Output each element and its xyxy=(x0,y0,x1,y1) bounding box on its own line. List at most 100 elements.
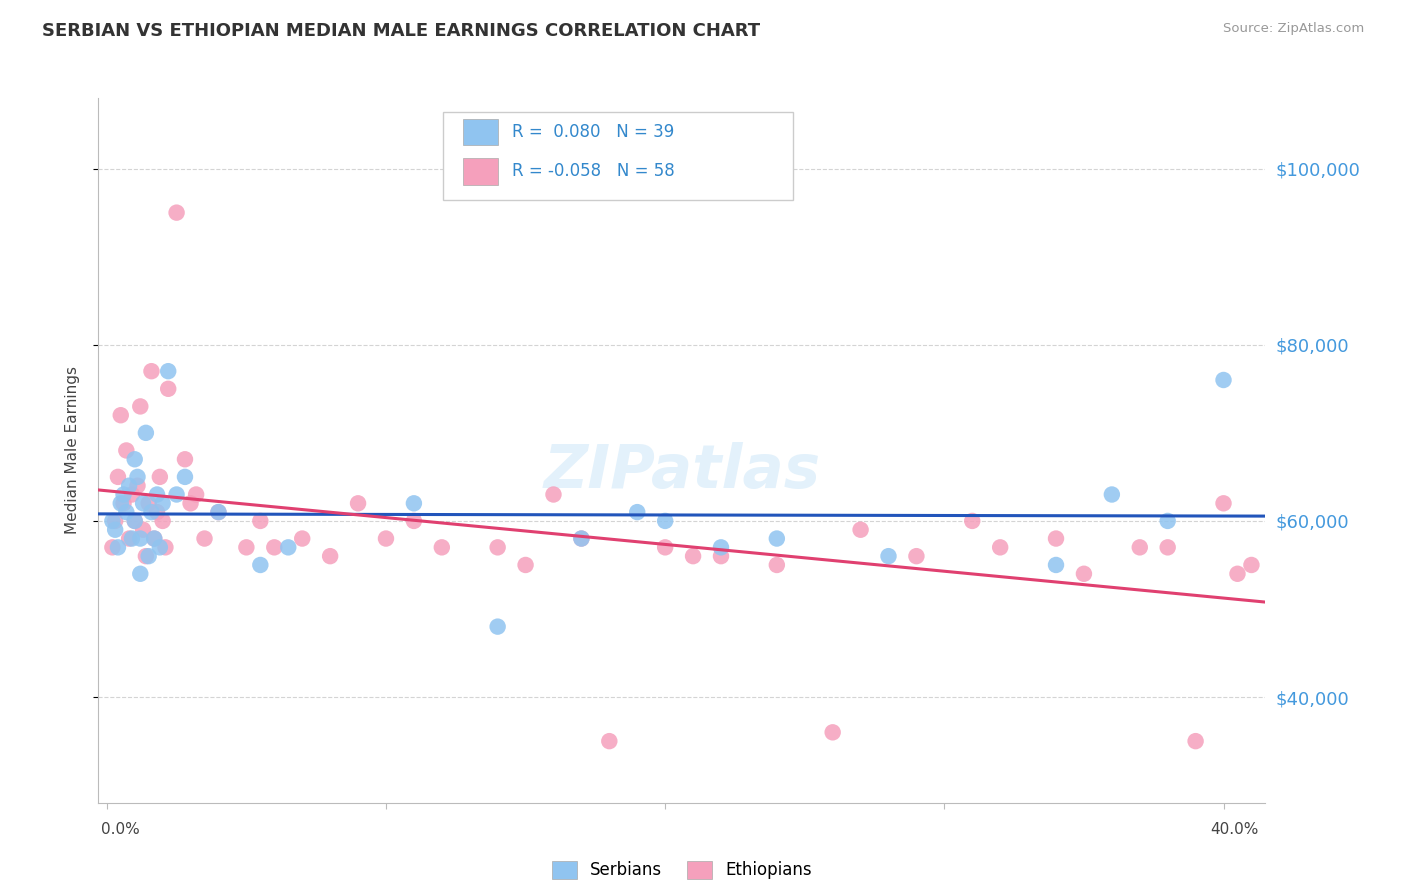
Point xyxy=(430,541,453,555)
Point xyxy=(107,470,129,484)
Point xyxy=(135,425,157,440)
Point xyxy=(1240,558,1263,572)
Point xyxy=(132,523,155,537)
Point xyxy=(184,487,207,501)
Point xyxy=(962,514,984,528)
Point xyxy=(1045,558,1067,572)
Point xyxy=(129,400,152,414)
Point xyxy=(1157,514,1180,528)
Point xyxy=(104,523,127,537)
Point xyxy=(115,443,138,458)
Point xyxy=(127,470,149,484)
Point xyxy=(121,487,143,501)
Point xyxy=(543,487,565,501)
Y-axis label: Median Male Earnings: Median Male Earnings xyxy=(65,367,80,534)
Point xyxy=(1212,496,1234,510)
Point xyxy=(249,514,271,528)
Point xyxy=(124,514,146,528)
Point xyxy=(180,496,202,510)
Point xyxy=(263,541,285,555)
Point xyxy=(104,514,127,528)
Point xyxy=(821,725,844,739)
Point xyxy=(143,532,166,546)
Point xyxy=(115,505,138,519)
Point xyxy=(905,549,928,564)
Bar xyxy=(463,158,498,185)
Point xyxy=(1184,734,1206,748)
Point xyxy=(988,541,1011,555)
Point xyxy=(121,532,143,546)
Point xyxy=(347,496,370,510)
Point xyxy=(129,532,152,546)
Point xyxy=(107,541,129,555)
Point xyxy=(157,382,180,396)
Point xyxy=(110,496,132,510)
Point xyxy=(766,532,789,546)
Point xyxy=(402,496,425,510)
Point xyxy=(654,541,676,555)
Point xyxy=(152,496,174,510)
Point xyxy=(598,734,620,748)
Point xyxy=(877,549,900,564)
FancyBboxPatch shape xyxy=(443,112,793,201)
Legend: Serbians, Ethiopians: Serbians, Ethiopians xyxy=(546,854,818,886)
Point xyxy=(710,541,733,555)
Point xyxy=(1226,566,1249,581)
Point xyxy=(149,470,172,484)
Text: 0.0%: 0.0% xyxy=(101,822,141,837)
Point xyxy=(1212,373,1234,387)
Point xyxy=(132,496,155,510)
Point xyxy=(1045,532,1067,546)
Point xyxy=(118,479,141,493)
Point xyxy=(112,487,135,501)
Point xyxy=(124,452,146,467)
Text: R =  0.080   N = 39: R = 0.080 N = 39 xyxy=(512,123,673,141)
Point xyxy=(101,514,124,528)
Text: R = -0.058   N = 58: R = -0.058 N = 58 xyxy=(512,162,675,180)
Point xyxy=(174,470,197,484)
Point xyxy=(193,532,215,546)
Point xyxy=(166,487,188,501)
Bar xyxy=(463,119,498,145)
Point xyxy=(710,549,733,564)
Point xyxy=(849,523,872,537)
Point xyxy=(166,205,188,219)
Point xyxy=(157,364,180,378)
Point xyxy=(207,505,229,519)
Point xyxy=(486,620,509,634)
Point xyxy=(571,532,593,546)
Point xyxy=(112,496,135,510)
Point xyxy=(319,549,342,564)
Point xyxy=(1157,541,1180,555)
Point xyxy=(626,505,648,519)
Point xyxy=(1129,541,1152,555)
Point xyxy=(146,505,169,519)
Point xyxy=(141,505,163,519)
Point xyxy=(654,514,676,528)
Point xyxy=(766,558,789,572)
Point xyxy=(124,514,146,528)
Point xyxy=(143,532,166,546)
Point xyxy=(174,452,197,467)
Point xyxy=(682,549,704,564)
Point xyxy=(155,541,177,555)
Point xyxy=(110,409,132,423)
Text: 40.0%: 40.0% xyxy=(1211,822,1258,837)
Point xyxy=(277,541,299,555)
Point xyxy=(249,558,271,572)
Text: ZIPatlas: ZIPatlas xyxy=(543,442,821,501)
Point xyxy=(141,364,163,378)
Point xyxy=(402,514,425,528)
Point xyxy=(1073,566,1095,581)
Point xyxy=(101,541,124,555)
Point xyxy=(152,514,174,528)
Text: SERBIAN VS ETHIOPIAN MEDIAN MALE EARNINGS CORRELATION CHART: SERBIAN VS ETHIOPIAN MEDIAN MALE EARNING… xyxy=(42,22,761,40)
Point xyxy=(207,505,229,519)
Point xyxy=(138,549,160,564)
Point xyxy=(571,532,593,546)
Point xyxy=(515,558,537,572)
Point xyxy=(486,541,509,555)
Text: Source: ZipAtlas.com: Source: ZipAtlas.com xyxy=(1223,22,1364,36)
Point xyxy=(135,549,157,564)
Point xyxy=(1101,487,1123,501)
